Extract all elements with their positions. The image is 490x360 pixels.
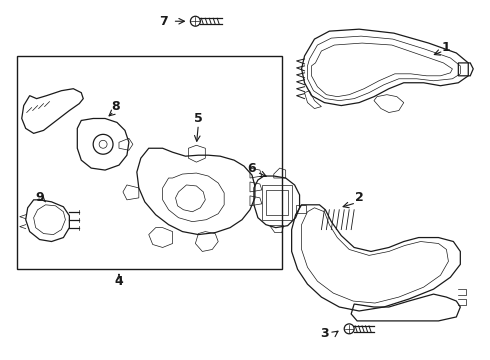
Text: 5: 5 bbox=[194, 112, 203, 125]
Text: 7: 7 bbox=[159, 15, 168, 28]
Bar bbox=[295, 205, 306, 213]
Text: 4: 4 bbox=[115, 275, 123, 288]
Text: 2: 2 bbox=[355, 192, 364, 204]
Text: 9: 9 bbox=[35, 192, 44, 204]
Bar bbox=[17, 56, 282, 269]
Bar bbox=[262, 185, 292, 220]
Text: 6: 6 bbox=[247, 162, 256, 175]
Text: 1: 1 bbox=[442, 41, 451, 54]
Text: 8: 8 bbox=[112, 100, 121, 113]
Text: 3: 3 bbox=[320, 327, 329, 340]
Bar bbox=[266, 190, 288, 215]
